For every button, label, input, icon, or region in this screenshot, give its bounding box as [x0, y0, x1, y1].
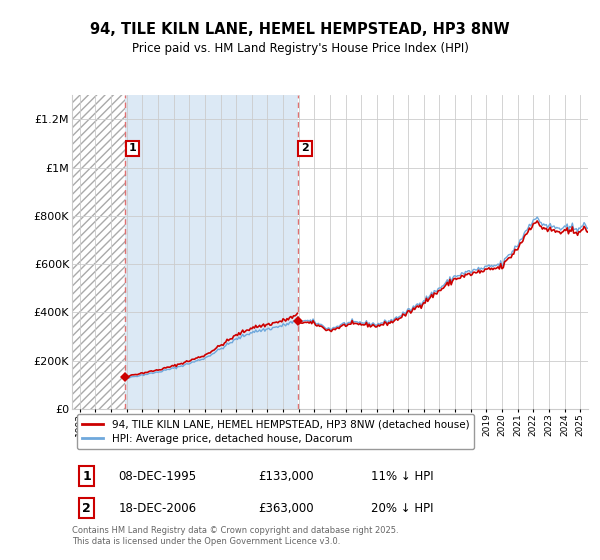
- Text: £363,000: £363,000: [258, 502, 313, 515]
- Text: 1: 1: [128, 143, 136, 153]
- Text: Contains HM Land Registry data © Crown copyright and database right 2025.
This d: Contains HM Land Registry data © Crown c…: [72, 526, 398, 546]
- Text: 2: 2: [301, 143, 309, 153]
- Text: 20% ↓ HPI: 20% ↓ HPI: [371, 502, 434, 515]
- Legend: 94, TILE KILN LANE, HEMEL HEMPSTEAD, HP3 8NW (detached house), HPI: Average pric: 94, TILE KILN LANE, HEMEL HEMPSTEAD, HP3…: [77, 414, 475, 449]
- Text: 94, TILE KILN LANE, HEMEL HEMPSTEAD, HP3 8NW: 94, TILE KILN LANE, HEMEL HEMPSTEAD, HP3…: [90, 22, 510, 38]
- Bar: [72, 95, 125, 409]
- Text: £133,000: £133,000: [258, 470, 313, 483]
- Text: Price paid vs. HM Land Registry's House Price Index (HPI): Price paid vs. HM Land Registry's House …: [131, 42, 469, 55]
- Text: 18-DEC-2006: 18-DEC-2006: [118, 502, 197, 515]
- Text: 08-DEC-1995: 08-DEC-1995: [118, 470, 197, 483]
- Text: 11% ↓ HPI: 11% ↓ HPI: [371, 470, 434, 483]
- Text: 1: 1: [82, 470, 91, 483]
- Text: 2: 2: [82, 502, 91, 515]
- Bar: [125, 95, 298, 409]
